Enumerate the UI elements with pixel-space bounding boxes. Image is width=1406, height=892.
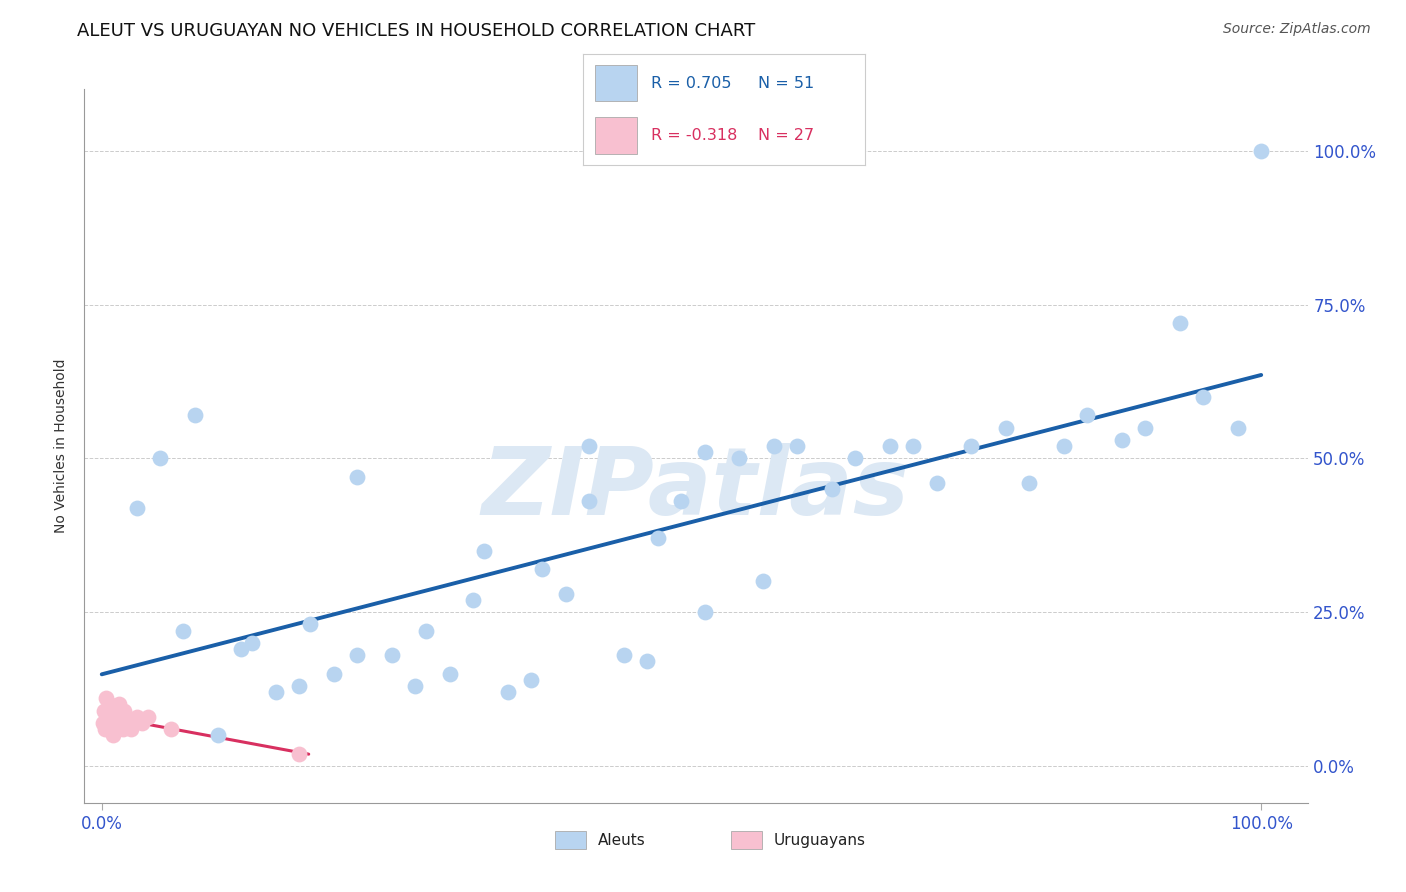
Point bbox=[1076, 409, 1098, 423]
Point bbox=[381, 648, 404, 662]
Point bbox=[322, 666, 344, 681]
Point bbox=[578, 494, 600, 508]
Point bbox=[1168, 316, 1191, 330]
Point bbox=[91, 715, 114, 730]
Point bbox=[925, 475, 948, 490]
Point bbox=[299, 617, 322, 632]
Point bbox=[98, 722, 121, 736]
Point bbox=[100, 704, 122, 718]
Point bbox=[207, 728, 229, 742]
Point bbox=[229, 642, 252, 657]
Point bbox=[172, 624, 194, 638]
Point bbox=[125, 500, 148, 515]
Point bbox=[461, 592, 484, 607]
Text: Uruguayans: Uruguayans bbox=[773, 833, 865, 847]
Point bbox=[110, 715, 132, 730]
Text: Source: ZipAtlas.com: Source: ZipAtlas.com bbox=[1223, 22, 1371, 37]
Text: ZIPatlas: ZIPatlas bbox=[482, 442, 910, 535]
Point bbox=[647, 531, 669, 545]
Point bbox=[693, 605, 716, 619]
Point bbox=[1192, 390, 1215, 404]
Point bbox=[879, 439, 901, 453]
Point bbox=[612, 648, 634, 662]
Point bbox=[903, 439, 925, 453]
FancyBboxPatch shape bbox=[595, 65, 637, 102]
Point bbox=[93, 704, 115, 718]
Text: R = 0.705: R = 0.705 bbox=[651, 76, 731, 91]
Point bbox=[136, 709, 159, 723]
Text: N = 51: N = 51 bbox=[758, 76, 814, 91]
Point bbox=[404, 679, 426, 693]
Point bbox=[578, 439, 600, 453]
Point bbox=[160, 722, 183, 736]
Point bbox=[114, 715, 136, 730]
Point bbox=[786, 439, 808, 453]
Point bbox=[110, 709, 132, 723]
Point bbox=[94, 722, 117, 736]
Point bbox=[97, 698, 120, 712]
Point bbox=[96, 691, 118, 706]
FancyBboxPatch shape bbox=[595, 117, 637, 154]
Point bbox=[111, 722, 134, 736]
Point bbox=[96, 709, 118, 723]
Point bbox=[103, 728, 125, 742]
Point bbox=[636, 654, 658, 668]
Point bbox=[288, 679, 311, 693]
Point bbox=[346, 469, 368, 483]
Point bbox=[101, 715, 124, 730]
Point bbox=[995, 420, 1018, 434]
Point bbox=[125, 709, 148, 723]
Point bbox=[728, 451, 751, 466]
Point bbox=[105, 704, 128, 718]
Point bbox=[1250, 144, 1272, 158]
Point bbox=[415, 624, 437, 638]
Point bbox=[242, 636, 264, 650]
Point bbox=[104, 715, 127, 730]
Text: Aleuts: Aleuts bbox=[598, 833, 645, 847]
Point bbox=[1227, 420, 1250, 434]
Point bbox=[1135, 420, 1157, 434]
Point bbox=[346, 648, 368, 662]
Point bbox=[960, 439, 983, 453]
Point bbox=[1111, 433, 1133, 447]
Point bbox=[763, 439, 786, 453]
Point bbox=[844, 451, 866, 466]
Y-axis label: No Vehicles in Household: No Vehicles in Household bbox=[55, 359, 69, 533]
Text: R = -0.318: R = -0.318 bbox=[651, 128, 737, 143]
Point bbox=[117, 715, 139, 730]
Point bbox=[288, 747, 311, 761]
Point bbox=[531, 562, 554, 576]
Point bbox=[1018, 475, 1040, 490]
Text: N = 27: N = 27 bbox=[758, 128, 814, 143]
Point bbox=[103, 709, 125, 723]
Point bbox=[112, 704, 135, 718]
Point bbox=[183, 409, 205, 423]
Text: ALEUT VS URUGUAYAN NO VEHICLES IN HOUSEHOLD CORRELATION CHART: ALEUT VS URUGUAYAN NO VEHICLES IN HOUSEH… bbox=[77, 22, 755, 40]
Point bbox=[554, 587, 576, 601]
Point bbox=[474, 543, 496, 558]
Point bbox=[751, 574, 773, 589]
Point bbox=[120, 722, 142, 736]
Point bbox=[496, 685, 519, 699]
Point bbox=[149, 451, 172, 466]
Point bbox=[439, 666, 461, 681]
Point bbox=[131, 715, 153, 730]
Point bbox=[821, 482, 844, 496]
Point bbox=[519, 673, 541, 687]
Point bbox=[264, 685, 287, 699]
Point bbox=[671, 494, 693, 508]
Point bbox=[1053, 439, 1076, 453]
Point bbox=[108, 698, 131, 712]
Point bbox=[693, 445, 716, 459]
Point bbox=[107, 722, 129, 736]
